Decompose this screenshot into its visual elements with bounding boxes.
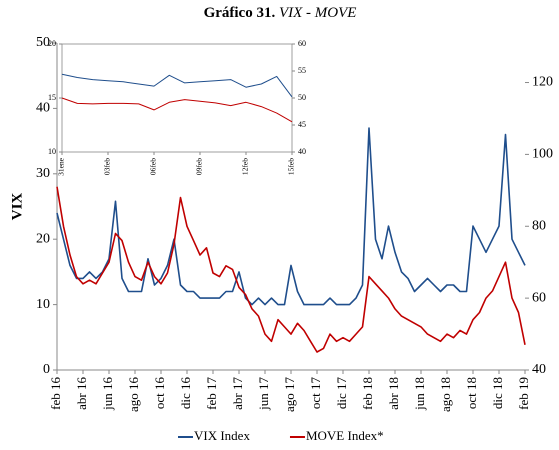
x-tick-label: 31ene [57,157,66,176]
y-tick-label: 15 [48,93,56,102]
y2-tick-label: 60 [298,39,306,48]
y-tick-label: 0 [43,362,50,377]
y2-tick-label: 40 [298,147,306,156]
y2-tick-label: 45 [298,120,306,129]
series-line [56,186,526,353]
x-tick-label: 15feb [287,158,296,175]
x-tick-label: ago 16 [126,377,141,413]
y2-tick-label: 80 [532,218,546,233]
y2-tick-label: 120 [532,75,553,90]
x-tick-label: ago 18 [438,377,453,412]
series-line [56,127,526,306]
y2-tick-label: 40 [532,362,546,377]
x-tick-label: oct 18 [464,377,479,409]
x-tick-label: 12feb [241,158,250,175]
x-tick-label: feb 19 [516,377,531,410]
y2-tick-label: 55 [298,66,306,75]
y2-tick-label: 60 [532,290,546,305]
x-tick-label: feb 17 [204,377,219,410]
x-tick-label: oct 16 [152,377,167,410]
x-tick-label: feb 18 [360,377,375,410]
x-tick-label: jun 18 [412,377,427,411]
x-tick-label: 06feb [149,158,158,175]
x-tick-label: feb 16 [48,377,63,410]
legend-label: VIX Index [194,428,250,443]
x-tick-label: 09feb [195,158,204,175]
title: Gráfico 31. [204,5,276,21]
y-tick-label: 50 [36,35,50,50]
x-tick-label: oct 17 [308,377,323,410]
y-tick-label: 20 [48,39,56,48]
y-tick-label: 30 [36,166,50,181]
chart-title: Gráfico 31. VIX - MOVE [204,5,357,21]
x-tick-label: ago 17 [282,377,297,413]
x-tick-label: 03feb [103,158,112,175]
x-tick-label: abr 17 [230,377,245,410]
legend-label: MOVE Index* [306,428,384,443]
y-tick-label: 10 [48,147,56,156]
y2-tick-label: 100 [532,147,553,162]
x-tick-label: abr 18 [386,377,401,410]
x-tick-label: dic 17 [334,377,349,410]
y-tick-label: 10 [36,297,50,312]
y-axis-label: VIX [9,193,25,221]
y-tick-label: 20 [36,231,50,246]
y-tick-label: 40 [36,101,50,116]
inset-frame [61,43,293,153]
y2-tick-label: 50 [298,93,306,102]
series-line [61,97,293,123]
x-tick-label: jun 16 [100,377,115,411]
x-tick-label: dic 18 [490,377,505,409]
subtitle: VIX - MOVE [279,5,356,21]
x-tick-label: abr 16 [74,377,89,410]
series-line [61,73,293,98]
x-tick-label: dic 16 [178,377,193,410]
x-tick-label: jun 17 [256,377,271,411]
